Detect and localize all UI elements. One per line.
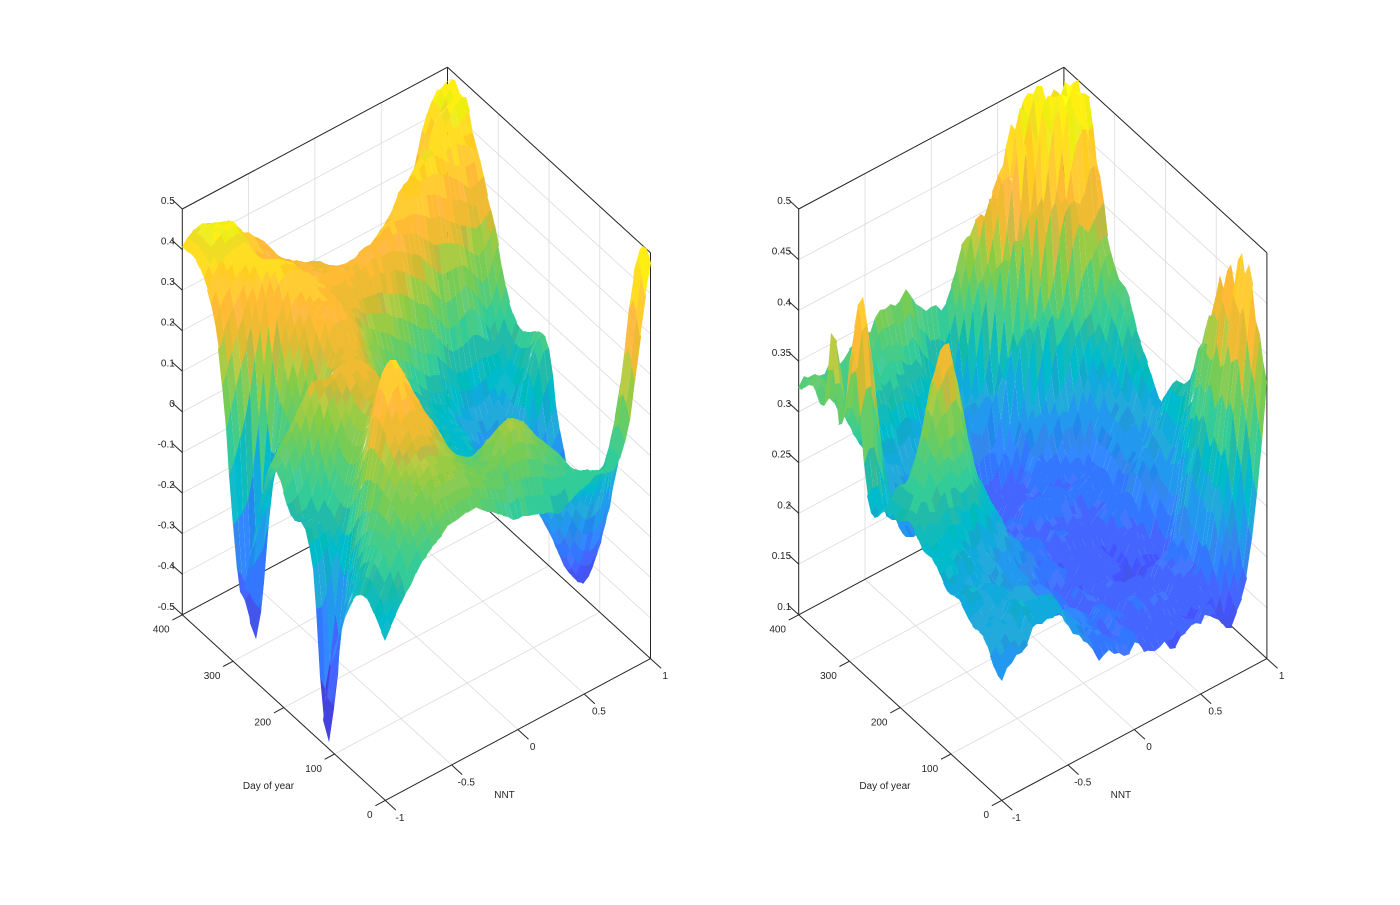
svg-text:0.2: 0.2 (161, 318, 175, 329)
svg-text:0: 0 (1146, 742, 1152, 753)
svg-text:200: 200 (254, 717, 271, 728)
svg-text:NNT: NNT (1111, 790, 1132, 801)
svg-text:400: 400 (769, 625, 786, 636)
svg-text:-0.5: -0.5 (158, 602, 176, 613)
svg-text:0.3: 0.3 (777, 399, 791, 410)
svg-text:300: 300 (204, 671, 221, 682)
svg-text:200: 200 (871, 717, 888, 728)
svg-text:0.2: 0.2 (777, 500, 791, 511)
svg-text:-0.5: -0.5 (458, 777, 476, 788)
svg-text:1: 1 (1279, 671, 1285, 682)
svg-text:300: 300 (820, 671, 837, 682)
svg-text:0.5: 0.5 (777, 196, 791, 207)
svg-text:-1: -1 (1012, 813, 1021, 824)
svg-text:0.1: 0.1 (777, 602, 791, 613)
svg-text:400: 400 (153, 625, 170, 636)
svg-text:0.25: 0.25 (772, 450, 792, 461)
svg-text:0.5: 0.5 (1208, 706, 1222, 717)
svg-text:0: 0 (530, 742, 536, 753)
svg-text:0: 0 (367, 810, 373, 821)
svg-text:0: 0 (169, 399, 175, 410)
svg-text:0.3: 0.3 (161, 277, 175, 288)
svg-text:NNT: NNT (494, 790, 515, 801)
svg-text:0.4: 0.4 (161, 237, 175, 248)
svg-text:0.15: 0.15 (772, 551, 792, 562)
svg-text:-0.2: -0.2 (158, 480, 176, 491)
svg-text:-0.3: -0.3 (158, 521, 176, 532)
svg-text:0.45: 0.45 (772, 247, 792, 258)
svg-text:0.1: 0.1 (161, 358, 175, 369)
svg-text:0.5: 0.5 (592, 706, 606, 717)
svg-text:-0.1: -0.1 (158, 440, 176, 451)
svg-text:0.4: 0.4 (777, 297, 791, 308)
svg-text:100: 100 (922, 764, 939, 775)
svg-text:-0.5: -0.5 (1074, 777, 1092, 788)
svg-text:0.5: 0.5 (161, 196, 175, 207)
svg-text:100: 100 (305, 764, 322, 775)
svg-text:-1: -1 (396, 813, 405, 824)
svg-text:-0.4: -0.4 (158, 561, 176, 572)
svg-text:1: 1 (662, 671, 668, 682)
svg-text:Day of year: Day of year (859, 781, 911, 792)
svg-text:Day of year: Day of year (243, 781, 295, 792)
svg-text:0.35: 0.35 (772, 348, 792, 359)
svg-text:0: 0 (983, 810, 989, 821)
